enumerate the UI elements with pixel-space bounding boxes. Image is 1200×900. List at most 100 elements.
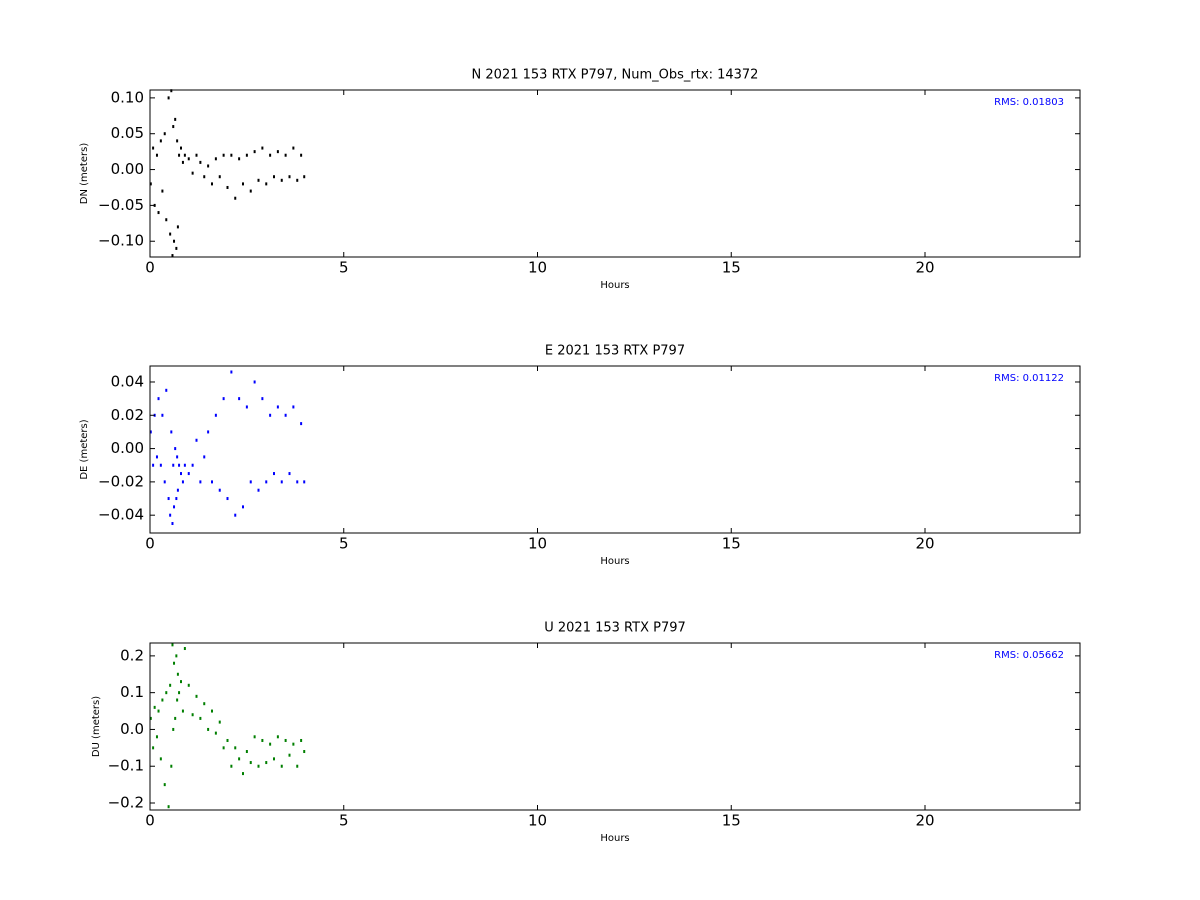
- data-point: [269, 413, 272, 417]
- data-point: [218, 175, 221, 179]
- data-point: [238, 157, 241, 161]
- data-point: [238, 757, 241, 761]
- data-point: [222, 397, 225, 401]
- data-point: [245, 153, 248, 157]
- data-point: [170, 430, 173, 434]
- data-point: [155, 455, 158, 459]
- data-point: [157, 211, 160, 215]
- data-point: [167, 805, 170, 809]
- data-point: [300, 422, 303, 426]
- data-point: [269, 742, 272, 746]
- data-point: [265, 761, 268, 765]
- data-point: [191, 171, 194, 175]
- data-point: [159, 757, 162, 761]
- data-point: [195, 153, 198, 157]
- data-point: [245, 405, 248, 409]
- data-point: [211, 182, 213, 186]
- data-point: [157, 397, 160, 401]
- annotation: RMS: 0.01803: [994, 97, 1064, 108]
- annotation: RMS: 0.05662: [994, 650, 1064, 661]
- data-point: [172, 463, 175, 467]
- data-point: [199, 480, 202, 484]
- y-axis-label: DE (meters): [79, 419, 90, 479]
- data-point: [167, 497, 170, 501]
- data-point: [226, 738, 229, 742]
- data-point: [292, 146, 295, 150]
- y-tick-label: 0.02: [111, 406, 144, 424]
- data-point: [218, 488, 221, 492]
- y-tick-label: −0.2: [108, 794, 144, 812]
- data-point: [152, 746, 155, 750]
- data-point: [211, 709, 213, 713]
- data-point: [300, 153, 303, 157]
- data-point: [181, 709, 184, 713]
- plot-frame: [149, 642, 1081, 811]
- data-point: [172, 727, 175, 731]
- x-tick-label: 5: [339, 535, 349, 553]
- data-point: [175, 246, 178, 250]
- data-point: [261, 146, 264, 150]
- y-axis-label: DU (meters): [91, 696, 102, 757]
- data-point: [284, 153, 287, 157]
- x-tick-label: 20: [915, 535, 934, 553]
- data-point: [207, 164, 210, 168]
- x-axis-label: Hours: [600, 556, 629, 567]
- x-tick-label: 0: [145, 259, 155, 277]
- data-point: [173, 239, 176, 243]
- data-point: [165, 388, 168, 392]
- data-point: [234, 196, 237, 200]
- data-point: [175, 654, 178, 658]
- y-tick-label: −0.1: [108, 757, 144, 775]
- y-tick-label: −0.10: [98, 232, 144, 250]
- data-point: [218, 720, 221, 724]
- data-point: [167, 96, 170, 100]
- y-tick-label: 0.00: [111, 439, 144, 457]
- data-point: [242, 772, 244, 776]
- data-point: [214, 157, 217, 161]
- data-point: [159, 463, 162, 467]
- data-point: [161, 413, 164, 417]
- data-point: [170, 764, 173, 768]
- x-tick-label: 5: [339, 259, 349, 277]
- data-point: [288, 472, 291, 476]
- data-point: [300, 738, 303, 742]
- data-point: [303, 175, 306, 179]
- data-point: [191, 463, 194, 467]
- y-tick-label: 0.2: [120, 646, 144, 664]
- data-point: [176, 488, 179, 492]
- data-point: [165, 691, 168, 695]
- data-point: [176, 672, 179, 676]
- data-point: [183, 153, 186, 157]
- x-axis-label: Hours: [600, 833, 629, 844]
- data-point: [191, 713, 194, 717]
- data-point: [161, 698, 164, 702]
- data-point: [292, 742, 295, 746]
- data-point: [165, 218, 168, 222]
- y-tick-label: 0.10: [111, 88, 144, 106]
- data-point: [296, 178, 299, 182]
- data-point: [155, 153, 158, 157]
- data-point: [214, 413, 217, 417]
- data-point: [180, 146, 182, 150]
- data-point: [171, 643, 174, 647]
- data-point: [276, 735, 279, 739]
- data-point: [303, 480, 306, 484]
- data-point: [157, 709, 160, 713]
- data-point: [245, 750, 248, 754]
- data-point: [152, 463, 155, 467]
- chart-title: E 2021 153 RTX P797: [545, 344, 685, 359]
- data-point: [265, 182, 268, 186]
- data-point: [149, 716, 152, 720]
- data-point: [249, 480, 252, 484]
- data-point: [174, 117, 177, 121]
- data-point: [163, 480, 166, 484]
- data-point: [178, 153, 181, 157]
- chart-title: U 2021 153 RTX P797: [544, 621, 686, 636]
- data-point: [176, 225, 179, 229]
- y-tick-label: 0.05: [111, 124, 144, 142]
- data-point: [181, 160, 184, 164]
- y-tick-label: −0.04: [98, 506, 144, 524]
- data-point: [155, 735, 158, 739]
- data-point: [171, 522, 174, 526]
- data-point: [173, 505, 176, 509]
